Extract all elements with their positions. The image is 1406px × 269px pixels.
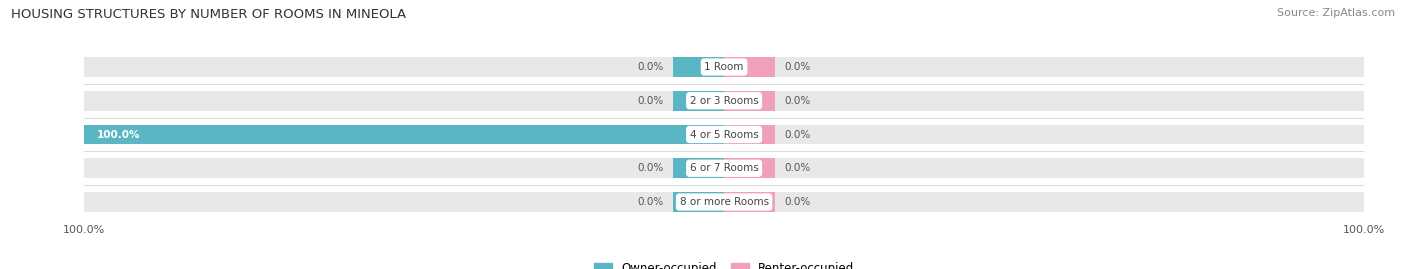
Legend: Owner-occupied, Renter-occupied: Owner-occupied, Renter-occupied <box>593 262 855 269</box>
Text: 0.0%: 0.0% <box>637 62 664 72</box>
Text: 0.0%: 0.0% <box>785 163 811 173</box>
Text: 0.0%: 0.0% <box>785 96 811 106</box>
Bar <box>724 57 775 77</box>
Bar <box>724 57 1364 77</box>
Bar <box>724 192 775 212</box>
Bar <box>84 125 724 144</box>
Bar <box>724 125 775 144</box>
Bar <box>84 91 724 111</box>
Bar <box>84 125 724 144</box>
Bar <box>724 91 775 111</box>
Text: Source: ZipAtlas.com: Source: ZipAtlas.com <box>1277 8 1395 18</box>
Text: 100.0%: 100.0% <box>97 129 141 140</box>
Text: 4 or 5 Rooms: 4 or 5 Rooms <box>690 129 758 140</box>
Bar <box>724 158 775 178</box>
Text: 0.0%: 0.0% <box>785 197 811 207</box>
Bar <box>724 192 1364 212</box>
Bar <box>724 158 1364 178</box>
Text: 0.0%: 0.0% <box>637 197 664 207</box>
Text: 0.0%: 0.0% <box>637 96 664 106</box>
Bar <box>724 125 1364 144</box>
Text: 8 or more Rooms: 8 or more Rooms <box>679 197 769 207</box>
Bar <box>673 57 724 77</box>
Bar <box>724 91 1364 111</box>
Bar <box>84 158 724 178</box>
Bar <box>673 192 724 212</box>
Text: 0.0%: 0.0% <box>637 163 664 173</box>
Bar <box>673 91 724 111</box>
Text: 0.0%: 0.0% <box>785 62 811 72</box>
Bar <box>84 57 724 77</box>
Bar <box>84 192 724 212</box>
Bar <box>673 158 724 178</box>
Text: 6 or 7 Rooms: 6 or 7 Rooms <box>690 163 758 173</box>
Text: HOUSING STRUCTURES BY NUMBER OF ROOMS IN MINEOLA: HOUSING STRUCTURES BY NUMBER OF ROOMS IN… <box>11 8 406 21</box>
Text: 0.0%: 0.0% <box>785 129 811 140</box>
Text: 2 or 3 Rooms: 2 or 3 Rooms <box>690 96 758 106</box>
Text: 1 Room: 1 Room <box>704 62 744 72</box>
